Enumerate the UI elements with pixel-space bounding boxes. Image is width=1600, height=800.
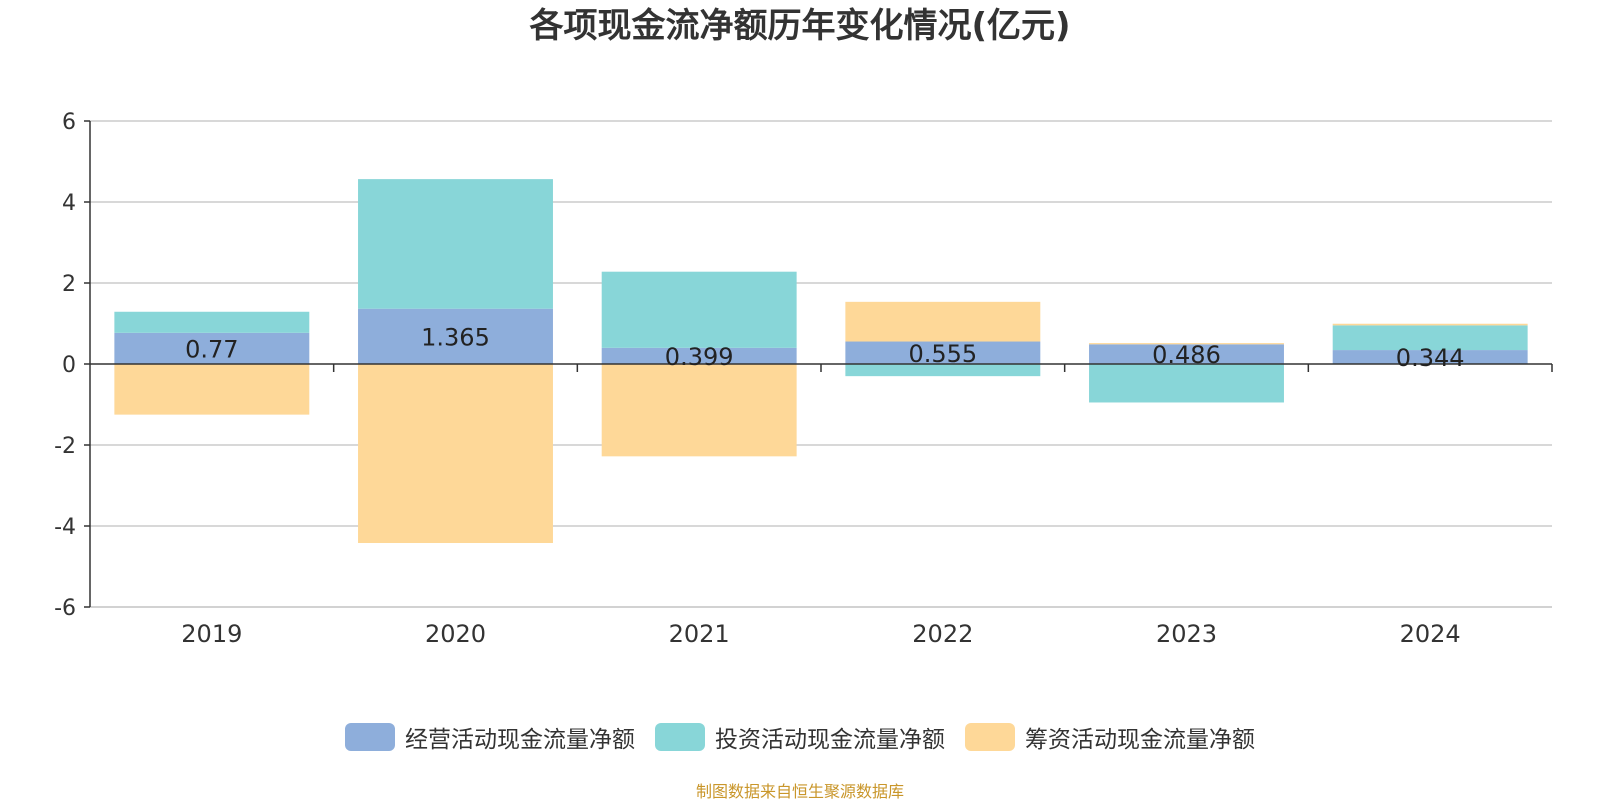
y-tick-label: -2 (54, 434, 76, 459)
bar-2024-series-3 (1332, 323, 1528, 326)
bar-2023-series-3 (1089, 343, 1284, 345)
bar-2021-series-1 (601, 347, 797, 364)
x-tick-label: 2021 (669, 620, 730, 648)
bar-2020-series-2 (358, 179, 553, 309)
legend-item-2[interactable]: 投资活动现金流量净额 (655, 720, 945, 754)
y-tick-label: 6 (62, 110, 76, 135)
data-label-2021: 0.399 (665, 343, 734, 371)
x-tick-label: 2023 (1156, 620, 1217, 648)
legend-swatch (345, 723, 395, 751)
x-tick-label: 2022 (912, 620, 973, 648)
bar-2019-series-2 (114, 311, 310, 333)
y-tick-label: 2 (62, 272, 76, 297)
legend-label: 投资活动现金流量净额 (715, 727, 945, 753)
x-tick-label: 2024 (1400, 620, 1461, 648)
bar-2023-series-2 (1089, 364, 1284, 403)
bar-2022-series-3 (845, 301, 1041, 342)
bar-2019-series-1 (114, 332, 310, 364)
bar-2022-series-2 (845, 364, 1041, 377)
legend-item-3[interactable]: 筹资活动现金流量净额 (965, 720, 1255, 754)
y-tick-label: 0 (62, 353, 76, 378)
source-note: 制图数据来自恒生聚源数据库 (695, 782, 904, 800)
x-tick-label: 2019 (181, 620, 242, 648)
bar-2023-series-1 (1089, 344, 1284, 364)
axes: -6 -4 -2 0 2 4 6 2019 2020 2021 2022 2023 2024 (54, 110, 1553, 648)
x-tick-label: 2020 (425, 620, 486, 648)
data-label-2023: 0.486 (1152, 341, 1221, 369)
legend-label: 筹资活动现金流量净额 (1025, 727, 1255, 753)
bar-2021-series-3 (601, 364, 797, 457)
legend-swatch (965, 723, 1015, 751)
legend-swatch (655, 723, 705, 751)
chart-plot: -6 -4 -2 0 2 4 6 2019 2020 2021 2022 2023 2024 0.77 1… (54, 110, 1553, 648)
bar-2020-series-1 (358, 308, 553, 364)
bar-2024-series-2 (1332, 325, 1528, 351)
y-tick-label: -6 (54, 596, 76, 621)
bar-2022-series-1 (845, 341, 1041, 364)
data-labels: 0.77 1.365 0.399 0.555 0.486 0.344 (185, 323, 1464, 372)
legend: 经营活动现金流量净额 投资活动现金流量净额 筹资活动现金流量净额 (0, 720, 1600, 754)
y-tick-label: 4 (62, 191, 76, 216)
data-label-2024: 0.344 (1396, 344, 1465, 372)
data-label-2020: 1.365 (421, 323, 490, 351)
y-tick-label: -4 (54, 515, 76, 540)
legend-item-1[interactable]: 经营活动现金流量净额 (345, 720, 635, 754)
bar-2024-series-1 (1332, 350, 1528, 364)
data-label-2019: 0.77 (185, 335, 238, 363)
grid-lines (90, 120, 1552, 608)
legend-label: 经营活动现金流量净额 (405, 727, 635, 753)
bars (114, 179, 1528, 544)
bar-2021-series-2 (601, 271, 797, 348)
bar-2019-series-3 (114, 364, 310, 415)
data-label-2022: 0.555 (908, 340, 977, 368)
bar-2020-series-3 (358, 364, 553, 544)
chart-title: 各项现金流净额历年变化情况(亿元) (529, 6, 1071, 46)
